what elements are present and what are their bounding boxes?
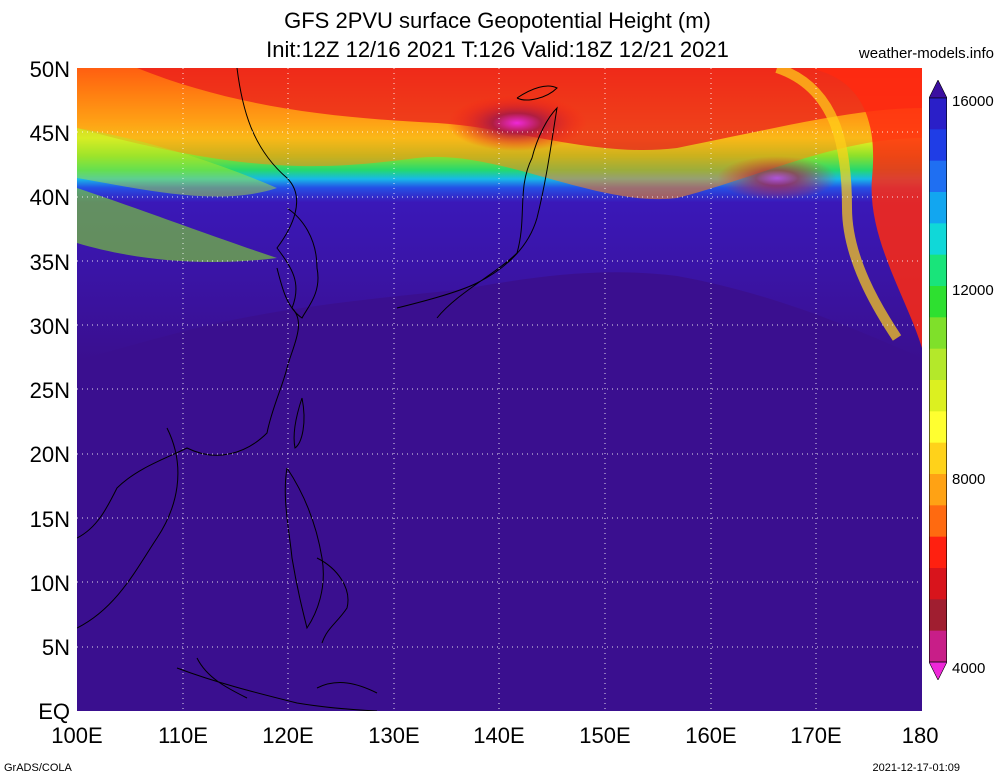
colorbar-min-arrow [929, 661, 947, 680]
map-title: GFS 2PVU surface Geopotential Height (m) [284, 8, 711, 33]
lon-label: 160E [685, 723, 737, 748]
colorbar-label: 12000 [952, 282, 994, 299]
colorbar-segment [929, 129, 947, 162]
lon-label: 180 [901, 723, 939, 748]
colorbar-frame [929, 97, 947, 663]
colorbar-segment [929, 223, 947, 256]
colorbar-segment [929, 599, 947, 632]
lat-lon-grid [77, 68, 922, 711]
colorbar-segment [929, 98, 947, 130]
lon-label: 110E [158, 723, 208, 748]
lat-label: 20N [29, 442, 70, 467]
colorbar-max-arrow [929, 80, 947, 99]
colorbar-segment [929, 254, 947, 287]
colorbar-segment [929, 568, 947, 600]
footer-timestamp: 2021-12-17-01:09 [872, 762, 960, 774]
lon-label: 150E [579, 723, 631, 748]
map-plot-area [77, 68, 922, 711]
lon-label: 140E [473, 723, 525, 748]
colorbar-segment [929, 192, 947, 224]
colorbar-segment [929, 286, 947, 318]
footer-software: GrADS/COLA [4, 762, 72, 774]
colorbar-segment [929, 505, 947, 538]
lon-label: 170E [790, 723, 842, 748]
colorbar-label: 16000 [952, 93, 994, 110]
lon-label: 130E [368, 723, 420, 748]
colorbar-segment [929, 630, 947, 663]
colorbar-label: 4000 [952, 660, 986, 677]
lat-label: 15N [29, 507, 70, 532]
colorbar-segment [929, 411, 947, 444]
colorbar-segment [929, 536, 947, 569]
lat-label: EQ [38, 699, 70, 724]
source-credit: weather-models.info [858, 45, 994, 62]
colorbar-segment [929, 348, 947, 381]
lat-label: 35N [29, 250, 70, 275]
lat-label: 45N [29, 121, 70, 146]
lon-label: 100E [51, 723, 103, 748]
lat-label: 40N [29, 185, 70, 210]
colorbar-segment [929, 474, 947, 506]
colorbar-segment [929, 317, 947, 350]
colorbar [929, 80, 947, 680]
colorbar-segment [929, 380, 947, 412]
lat-label: 25N [29, 378, 70, 403]
lat-label: 30N [29, 314, 70, 339]
colorbar-segment [929, 442, 947, 475]
lon-label: 120E [262, 723, 314, 748]
lat-label: 5N [41, 635, 70, 660]
coastlines [77, 68, 558, 711]
map-subtitle: Init:12Z 12/16 2021 T:126 Valid:18Z 12/2… [266, 37, 729, 62]
lat-label: 10N [29, 571, 70, 596]
lat-label: 50N [29, 57, 70, 82]
colorbar-label: 8000 [952, 471, 986, 488]
colorbar-segment [929, 160, 947, 193]
